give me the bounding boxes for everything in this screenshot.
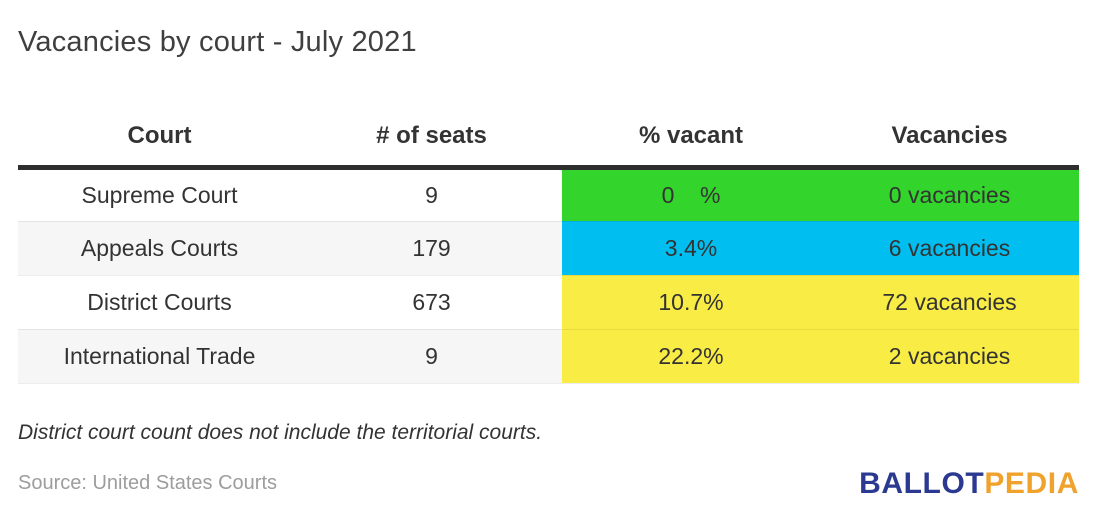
cell-pct-vacant: 0 % [562,167,820,222]
cell-court: Supreme Court [18,167,301,222]
cell-vacancies: 2 vacancies [820,329,1079,384]
cell-pct-vacant: 10.7% [562,275,820,330]
source-text: Source: United States Courts [18,472,278,494]
vacancies-table: Court # of seats % vacant Vacancies Supr… [18,108,1079,384]
footnote: District court count does not include th… [18,420,543,444]
table-header-row: Court # of seats % vacant Vacancies [18,108,1079,170]
cell-seats: 9 [301,167,562,222]
cell-vacancies: 72 vacancies [820,275,1079,330]
logo-text-ballot: BALLOT [859,466,985,500]
column-header-vacant: % vacant [562,108,820,170]
table-row-international-trade: International Trade 9 22.2% 2 vacancies [18,329,1079,384]
cell-seats: 9 [301,329,562,384]
table-row-supreme-court: Supreme Court 9 0 % 0 vacancies [18,167,1079,222]
ballotpedia-logo: BALLOTPEDIA [859,467,1079,501]
cell-pct-vacant: 22.2% [562,329,820,384]
cell-court: Appeals Courts [18,221,301,276]
column-header-court: Court [18,108,301,170]
page-title: Vacancies by court - July 2021 [18,26,417,58]
column-header-vacancies: Vacancies [820,108,1079,170]
table-row-appeals-courts: Appeals Courts 179 3.4% 6 vacancies [18,221,1079,276]
cell-court: International Trade [18,329,301,384]
cell-vacancies: 6 vacancies [820,221,1079,276]
cell-seats: 673 [301,275,562,330]
cell-vacancies: 0 vacancies [820,167,1079,222]
column-header-seats: # of seats [301,108,562,170]
table-row-district-courts: District Courts 673 10.7% 72 vacancies [18,275,1079,330]
footer: Source: United States Courts BALLOTPEDIA [18,467,1079,501]
cell-court: District Courts [18,275,301,330]
cell-pct-vacant: 3.4% [562,221,820,276]
cell-seats: 179 [301,221,562,276]
logo-text-pedia: PEDIA [984,466,1079,500]
vacancies-infographic: Vacancies by court - July 2021 Court # o… [0,22,1098,501]
